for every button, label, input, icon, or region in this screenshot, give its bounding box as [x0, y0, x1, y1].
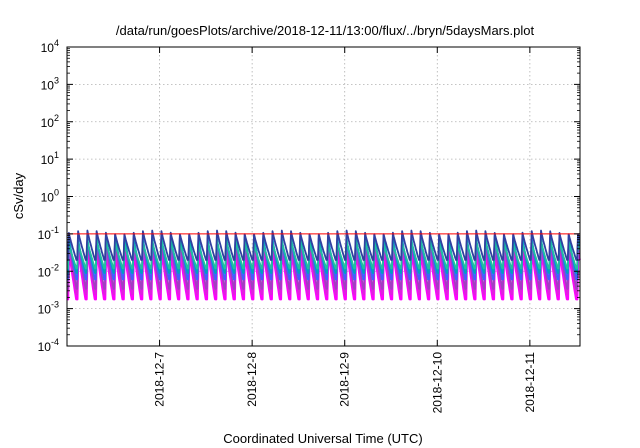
y-tick-label: 102	[41, 113, 59, 130]
series-line	[67, 229, 581, 261]
y-axis: 10-4 10-3 10-2 10-1 100 101 102 103 104	[38, 38, 580, 354]
chart-title: /data/run/goesPlots/archive/2018-12-11/1…	[116, 23, 535, 38]
series-layer	[66, 229, 581, 301]
y-tick-label: 10-4	[38, 337, 59, 354]
x-tick-label: 2018-12-9	[338, 352, 352, 407]
y-tick-label: 101	[41, 150, 59, 167]
y-tick-label: 10-1	[38, 225, 59, 242]
x-axis-label: Coordinated Universal Time (UTC)	[223, 431, 422, 446]
y-tick-label: 10-2	[38, 262, 59, 279]
y-axis-label: cSv/day	[11, 172, 26, 219]
x-axis: 2018-12-7 2018-12-8 2018-12-9 2018-12-10 201…	[153, 47, 537, 413]
y-tick-label: 10-3	[38, 300, 59, 317]
y-tick-label: 103	[41, 75, 59, 92]
y-tick-label: 104	[41, 38, 59, 55]
x-tick-label: 2018-12-10	[430, 352, 444, 414]
x-tick-label: 2018-12-11	[523, 352, 537, 413]
x-tick-label: 2018-12-7	[153, 352, 167, 407]
x-tick-label: 2018-12-8	[245, 352, 259, 407]
y-tick-label: 100	[41, 188, 59, 205]
